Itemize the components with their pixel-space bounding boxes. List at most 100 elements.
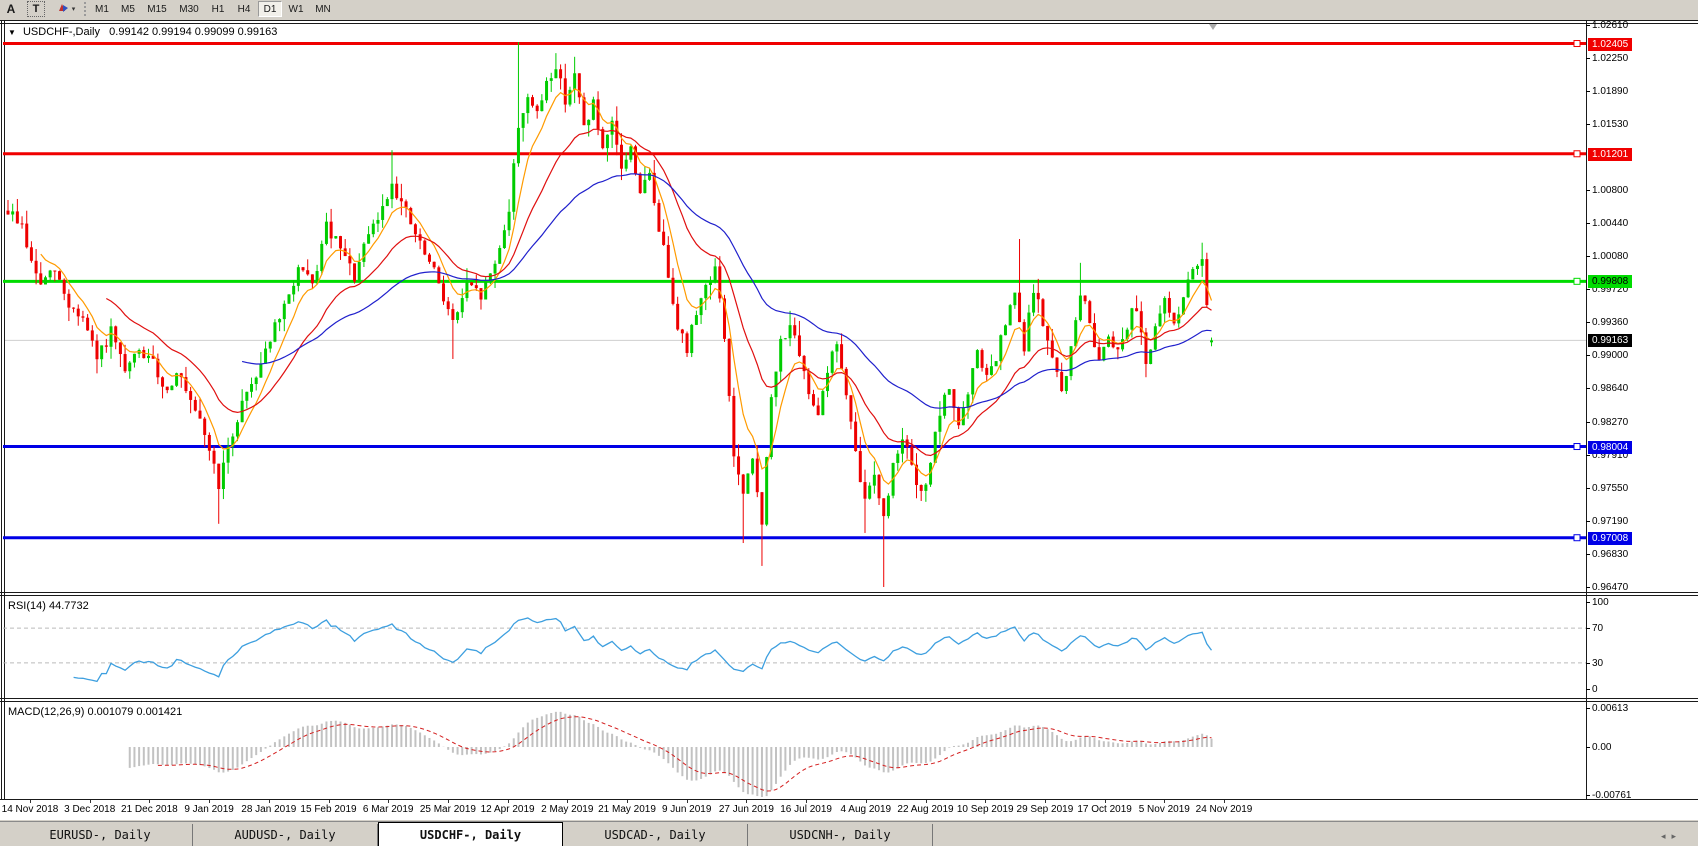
macd-tick-label: 0.00	[1592, 742, 1612, 753]
price-tick-mark	[1586, 289, 1590, 291]
time-tick-mark	[806, 800, 808, 803]
rsi-tick-mark	[1586, 662, 1590, 664]
time-tick-mark	[30, 800, 31, 803]
price-tick-mark	[1586, 455, 1590, 457]
arrows-icon	[57, 2, 70, 17]
timeframe-button-m5[interactable]: M5	[121, 3, 135, 15]
price-tick-label: 1.01530	[1592, 118, 1629, 130]
price-tick-label: 0.98270	[1592, 417, 1629, 429]
frame-top-inner	[0, 23, 1698, 24]
level-line-handle	[1573, 277, 1581, 285]
chart-tab-usdcnh[interactable]: USDCNH-, Daily	[748, 824, 933, 846]
price-tick-mark	[1586, 123, 1590, 125]
price-tick-label: 1.02610	[1592, 19, 1629, 31]
price-tick-label: 1.02250	[1592, 52, 1629, 64]
price-axis-border	[1586, 20, 1587, 800]
tab-scroll-arrows: ◂▸	[1661, 831, 1682, 842]
time-tick-label: 24 Nov 2019	[1195, 804, 1253, 815]
tab-scroll-right-icon[interactable]: ▸	[1671, 831, 1682, 841]
price-tick-mark	[1586, 57, 1590, 59]
chart-title: ▼ USDCHF-,Daily 0.99142 0.99194 0.99099 …	[8, 26, 277, 38]
chart-tab-usdchf[interactable]: USDCHF-, Daily	[378, 822, 563, 846]
price-tick-mark	[1586, 554, 1590, 556]
time-tick-label: 21 May 2019	[598, 804, 656, 815]
separator-main-rsi-b[interactable]	[0, 595, 1698, 596]
frame-left-inner	[4, 20, 5, 800]
horizontal-level-lines	[3, 40, 1586, 542]
time-tick-label: 12 Apr 2019	[480, 804, 535, 815]
chart-tab-eurusd[interactable]: EURUSD-, Daily	[8, 824, 193, 846]
frame-bottom	[0, 799, 1698, 800]
rsi-tick-mark	[1586, 689, 1590, 690]
timeframe-button-h4[interactable]: H4	[237, 3, 251, 15]
price-tick-label: 0.97550	[1592, 483, 1629, 495]
time-tick-mark	[89, 800, 91, 803]
chart-tab-audusd[interactable]: AUDUSD-, Daily	[193, 824, 378, 846]
time-tick-mark	[447, 800, 449, 803]
level-price-label: 0.99808	[1588, 275, 1633, 289]
time-tick-label: 10 Sep 2019	[956, 804, 1014, 815]
time-tick-mark	[865, 800, 867, 803]
toolbar-grip[interactable]	[84, 2, 86, 16]
text-tool-button[interactable]: T	[27, 1, 45, 17]
rsi-tick-label: 100	[1592, 597, 1609, 608]
price-tick-label: 0.99720	[1592, 284, 1629, 296]
time-tick-label: 9 Jun 2019	[661, 804, 712, 815]
time-tick-label: 5 Nov 2019	[1138, 804, 1190, 815]
price-tick-label: 1.01890	[1592, 85, 1629, 97]
time-tick-label: 25 Mar 2019	[419, 804, 476, 815]
frame-top-outer	[0, 20, 1698, 21]
arrows-tool-button[interactable]: ▾	[52, 1, 80, 17]
time-tick-label: 2 May 2019	[541, 804, 594, 815]
macd-histogram	[128, 711, 1213, 797]
top-toolbar: A T ▾ M1 M5 M15 M30 H1 H4 D1 W1 MN	[0, 0, 1698, 19]
level-line-handle	[1573, 40, 1581, 48]
time-tick-label: 4 Aug 2019	[840, 804, 892, 815]
macd-signal-line	[157, 716, 1212, 792]
macd-tick-mark	[1586, 747, 1590, 748]
level-price-label: 0.97008	[1588, 531, 1633, 545]
chart-tab-bar: EURUSD-, Daily AUDUSD-, Daily USDCHF-, Dai…	[0, 821, 1698, 846]
time-tick-label: 22 Aug 2019	[897, 804, 954, 815]
time-tick-label: 29 Sep 2019	[1016, 804, 1074, 815]
chart-tab-usdcad[interactable]: USDCAD-, Daily	[563, 824, 748, 846]
price-tick-mark	[1586, 322, 1590, 324]
frame-left-outer	[1, 20, 2, 800]
price-tick-mark	[1586, 521, 1590, 523]
candles	[6, 42, 1214, 587]
level-price-label: 1.02405	[1588, 37, 1633, 51]
time-tick-mark	[627, 800, 628, 803]
timeframe-button-m1[interactable]: M1	[95, 3, 109, 15]
timeframe-button-d1[interactable]: D1	[258, 1, 282, 17]
time-tick-label: 27 Jun 2019	[718, 804, 774, 815]
time-tick-mark	[686, 800, 688, 803]
rsi-line	[73, 617, 1213, 683]
tab-scroll-left-icon[interactable]: ◂	[1660, 831, 1672, 841]
separator-rsi-macd-b[interactable]	[0, 701, 1698, 702]
title-collapse-icon[interactable]: ▼	[8, 28, 16, 37]
ma-slow-line	[241, 173, 1212, 409]
separator-main-rsi-a[interactable]	[0, 592, 1698, 593]
time-tick-label: 3 Dec 2018	[64, 804, 116, 815]
price-tick-label: 1.00800	[1592, 185, 1629, 197]
time-tick-mark	[985, 800, 987, 803]
timeframe-button-w1[interactable]: W1	[288, 3, 304, 15]
level-line-handle	[1573, 150, 1581, 158]
annotate-text-a-button[interactable]: A	[6, 2, 16, 16]
level-price-label: 1.01201	[1588, 147, 1633, 161]
rsi-tick-label: 30	[1592, 657, 1604, 669]
timeframe-button-m30[interactable]: M30	[179, 3, 199, 15]
separator-rsi-macd-a[interactable]	[0, 698, 1698, 699]
time-tick-mark	[268, 800, 270, 803]
timeframe-button-mn[interactable]: MN	[315, 3, 331, 15]
price-tick-mark	[1586, 355, 1590, 357]
price-tick-mark	[1586, 256, 1590, 258]
timeframe-button-h1[interactable]: H1	[211, 3, 225, 15]
time-tick-label: 14 Nov 2018	[1, 804, 59, 815]
price-tick-mark	[1586, 24, 1590, 26]
price-tick-mark	[1586, 223, 1590, 225]
timeframe-button-m15[interactable]: M15	[147, 3, 167, 15]
time-tick-mark	[149, 800, 151, 803]
